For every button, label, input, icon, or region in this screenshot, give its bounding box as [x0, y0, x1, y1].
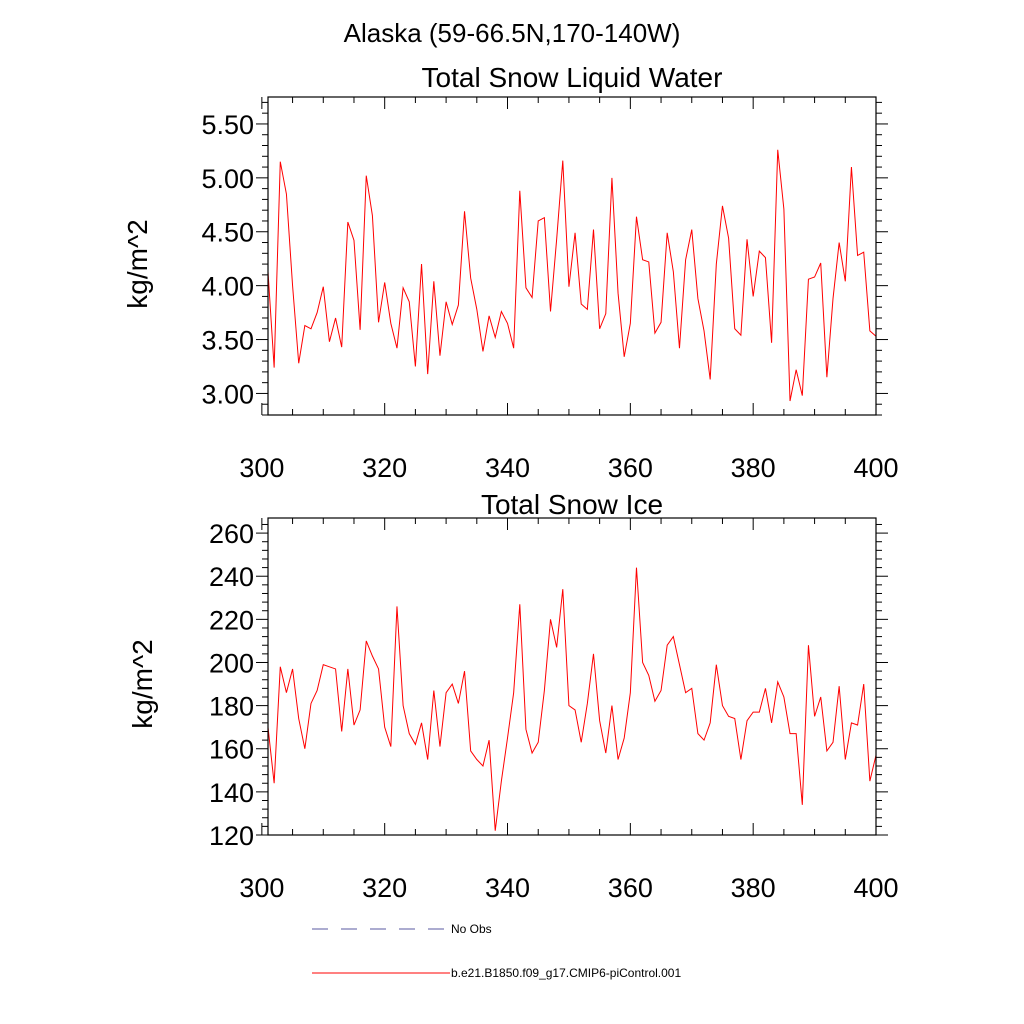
- y-tick-label: 240: [209, 562, 254, 592]
- y-tick-label: 120: [209, 821, 254, 851]
- x-tick-label: 380: [731, 873, 776, 903]
- panel-title: Total Snow Ice: [481, 489, 663, 520]
- y-tick-label: 3.50: [201, 326, 254, 356]
- panel-title: Total Snow Liquid Water: [422, 62, 723, 93]
- tick-labels: 300 320 340 360 380 400 120 140 160 180 200 220 240 2…: [209, 519, 899, 903]
- x-tick-label: 320: [362, 873, 407, 903]
- x-tick-label: 360: [608, 453, 653, 483]
- series-line: [267, 567, 877, 831]
- panel-snow-ice: Total Snow Ice kg/m^2 300 320 340 360 380 400…: [127, 489, 899, 903]
- y-tick-label: 3.00: [201, 379, 254, 409]
- legend-label-control: b.e21.B1850.f09_g17.CMIP6-piControl.001: [451, 966, 681, 980]
- x-tick-label: 300: [239, 873, 284, 903]
- panel-snow-liquid-water: Total Snow Liquid Water kg/m^2 300 320 340…: [122, 62, 899, 483]
- y-tick-label: 260: [209, 519, 254, 549]
- y-tick-label: 220: [209, 605, 254, 635]
- x-tick-label: 300: [239, 453, 284, 483]
- y-tick-label: 5.00: [201, 164, 254, 194]
- figure-suptitle: Alaska (59-66.5N,170-140W): [344, 18, 681, 48]
- plot-frame: [267, 517, 877, 836]
- x-tick-label: 340: [485, 873, 530, 903]
- y-tick-label: 180: [209, 692, 254, 722]
- y-tick-label: 4.00: [201, 272, 254, 302]
- series-line: [267, 149, 877, 402]
- plot-frame: [267, 96, 877, 416]
- x-tick-label: 400: [853, 453, 898, 483]
- legend-label-no-obs: No Obs: [451, 922, 492, 936]
- y-tick-label: 4.50: [201, 218, 254, 248]
- y-tick-label: 140: [209, 778, 254, 808]
- x-tick-label: 320: [362, 453, 407, 483]
- y-tick-label: 160: [209, 735, 254, 765]
- y-tick-label: 5.50: [201, 110, 254, 140]
- tick-labels: 300 320 340 360 380 400 3.00 3.50 4.00 4.50 5.00 5.…: [201, 110, 898, 483]
- x-tick-label: 360: [608, 873, 653, 903]
- y-tick-label: 200: [209, 648, 254, 678]
- x-tick-label: 380: [731, 453, 776, 483]
- legend: No Obs b.e21.B1850.f09_g17.CMIP6-piContr…: [312, 922, 681, 980]
- x-tick-label: 400: [853, 873, 898, 903]
- x-tick-label: 340: [485, 453, 530, 483]
- y-axis-label: kg/m^2: [122, 219, 153, 308]
- axis-ticks: [256, 518, 888, 836]
- y-axis-label: kg/m^2: [127, 639, 158, 728]
